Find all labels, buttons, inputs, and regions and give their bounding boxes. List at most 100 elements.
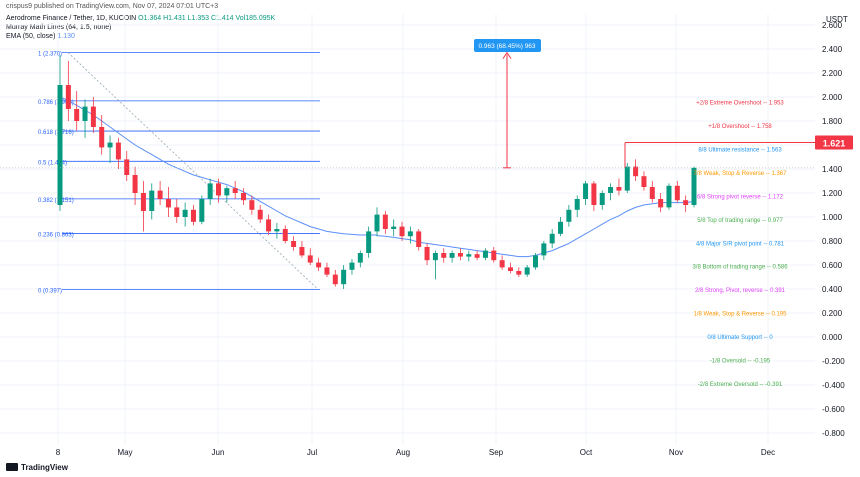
- candle-body[interactable]: [482, 250, 488, 258]
- x-tick-label: 8: [56, 448, 61, 457]
- y-tick-label: 2.600: [822, 21, 843, 30]
- candle-body[interactable]: [182, 209, 188, 217]
- candle-body[interactable]: [357, 253, 363, 263]
- candle-body[interactable]: [291, 241, 297, 247]
- candle-body[interactable]: [249, 200, 255, 210]
- candle-body[interactable]: [274, 229, 280, 232]
- x-tick-label: Sep: [489, 448, 504, 457]
- candle-body[interactable]: [65, 85, 71, 109]
- candle-body[interactable]: [407, 231, 413, 237]
- candle-body[interactable]: [683, 200, 689, 205]
- candle-body[interactable]: [566, 209, 572, 222]
- symbol-title[interactable]: Aerodrome Finance / Tether, 1D, KUCOIN: [6, 15, 137, 22]
- candle-body[interactable]: [499, 260, 505, 268]
- candle-body[interactable]: [324, 267, 330, 275]
- price-tag-label: 1.621: [823, 138, 846, 148]
- candle-body[interactable]: [541, 243, 547, 256]
- candle-body[interactable]: [649, 187, 655, 199]
- price-tag-box: [815, 135, 853, 150]
- candle-body[interactable]: [241, 193, 247, 201]
- candle-body[interactable]: [658, 199, 664, 208]
- published-line: crispus9 published on TradingView.com, N…: [6, 3, 219, 10]
- murrey-level-label: 7/8 Weak, Stop & Reverse -- 1.367: [694, 171, 788, 177]
- candle-body[interactable]: [466, 254, 472, 257]
- candle-body[interactable]: [608, 187, 614, 193]
- murrey-level-label: +2/8 Extreme Overshoot -- 1.953: [696, 101, 784, 107]
- y-tick-label: 2.000: [822, 93, 843, 102]
- candle-body[interactable]: [399, 226, 405, 237]
- candle-body[interactable]: [349, 262, 355, 270]
- candle-body[interactable]: [391, 226, 397, 229]
- candle-body[interactable]: [190, 209, 196, 222]
- candle-body[interactable]: [624, 166, 630, 191]
- candle-body[interactable]: [616, 187, 622, 191]
- candle-body[interactable]: [82, 106, 88, 121]
- candle-body[interactable]: [132, 175, 138, 193]
- candle-body[interactable]: [374, 214, 380, 232]
- candle-body[interactable]: [157, 190, 163, 199]
- candle-body[interactable]: [558, 221, 564, 234]
- candle-body[interactable]: [257, 209, 263, 220]
- murrey-level-label: 3/8 Bottom of trading range -- 0.586: [692, 265, 788, 271]
- candle-body[interactable]: [474, 254, 480, 258]
- candle-body[interactable]: [674, 185, 680, 201]
- candle-body[interactable]: [266, 219, 272, 232]
- candle-body[interactable]: [641, 176, 647, 187]
- candle-body[interactable]: [99, 127, 105, 148]
- candle-body[interactable]: [149, 190, 155, 211]
- candle-body[interactable]: [416, 231, 422, 247]
- candle-body[interactable]: [591, 183, 597, 205]
- candle-body[interactable]: [90, 106, 96, 127]
- murrey-level-label: 2/8 Strong, Pivot, reverse -- 0.391: [695, 288, 786, 294]
- candle-body[interactable]: [332, 274, 338, 285]
- candle-body[interactable]: [382, 214, 388, 229]
- candle-body[interactable]: [583, 183, 589, 199]
- candle-body[interactable]: [666, 185, 672, 208]
- candle-body[interactable]: [574, 199, 580, 210]
- candle-body[interactable]: [507, 267, 513, 271]
- candle-body[interactable]: [199, 199, 205, 222]
- y-tick-label: 1.000: [822, 213, 843, 222]
- candle-body[interactable]: [441, 253, 447, 258]
- measure-arrow-head: [502, 51, 512, 59]
- candle-body[interactable]: [341, 269, 347, 285]
- candle-body[interactable]: [316, 262, 322, 268]
- candle-body[interactable]: [232, 188, 238, 193]
- candle-body[interactable]: [207, 183, 213, 199]
- candle-body[interactable]: [115, 142, 121, 160]
- candle-body[interactable]: [165, 199, 171, 208]
- candle-body[interactable]: [140, 193, 146, 211]
- candle-body[interactable]: [215, 183, 222, 196]
- candle-body[interactable]: [633, 166, 639, 177]
- candle-body[interactable]: [282, 229, 288, 241]
- candle-body[interactable]: [457, 253, 463, 257]
- fib-level-label: 0.618 (1.716): [38, 130, 74, 136]
- candle-body[interactable]: [532, 255, 539, 268]
- candle-body[interactable]: [57, 85, 63, 205]
- candle-body[interactable]: [432, 253, 438, 261]
- candle-body[interactable]: [107, 142, 113, 148]
- murrey-indicator-label[interactable]: Murray Math Lines (64, 1.5, none): [6, 24, 112, 31]
- candle-body[interactable]: [516, 271, 522, 275]
- candle-body[interactable]: [124, 159, 130, 175]
- x-tick-label: Nov: [669, 448, 683, 457]
- candle-body[interactable]: [424, 247, 430, 261]
- candle-body[interactable]: [74, 109, 80, 121]
- y-tick-label: 0.800: [822, 237, 843, 246]
- candle-body[interactable]: [549, 233, 555, 244]
- candle-body[interactable]: [524, 267, 530, 275]
- candle-body[interactable]: [599, 193, 605, 205]
- y-tick-label: 0.600: [822, 261, 843, 270]
- candle-body[interactable]: [366, 231, 372, 253]
- ema-value: 1.130: [57, 33, 75, 40]
- ema-indicator-line[interactable]: EMA (50, close) 1.130: [6, 33, 75, 40]
- candle-body[interactable]: [174, 207, 180, 217]
- candle-body[interactable]: [449, 253, 455, 258]
- candle-body[interactable]: [299, 247, 305, 256]
- measure-label-box: [474, 39, 541, 52]
- candle-body[interactable]: [691, 167, 697, 205]
- candle-body[interactable]: [224, 188, 230, 196]
- candle-body[interactable]: [307, 255, 313, 263]
- candle-body[interactable]: [491, 250, 497, 261]
